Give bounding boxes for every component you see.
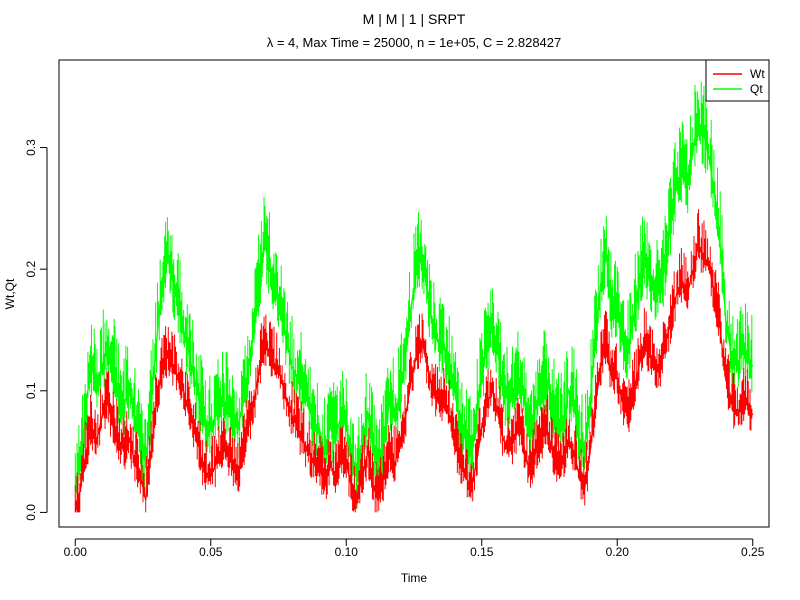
y-tick-label: 0.2 xyxy=(24,261,38,278)
x-tick-label: 0.20 xyxy=(606,545,630,559)
x-tick-label: 0.25 xyxy=(741,545,765,559)
legend: Wt Qt xyxy=(705,59,770,102)
axes-layer: 0.00 0.05 0.10 0.15 0.20 0.25 0.0 0.1 0.2 0.3 xyxy=(24,139,765,559)
plot-box xyxy=(58,59,770,528)
x-tick-label: 0.00 xyxy=(64,545,88,559)
y-tick-label: 0.3 xyxy=(24,139,38,156)
y-tick-label: 0.0 xyxy=(24,504,38,521)
chart-title: M | M | 1 | SRPT xyxy=(363,11,466,27)
series-texture-qt xyxy=(74,81,753,509)
x-axis-label: Time xyxy=(401,571,428,585)
legend-label-qt: Qt xyxy=(750,82,763,96)
legend-box xyxy=(705,59,770,102)
legend-label-wt: Wt xyxy=(750,67,765,81)
x-tick-label: 0.15 xyxy=(470,545,494,559)
series-texture-wt xyxy=(74,209,753,513)
y-axis-label: Wt,Qt xyxy=(3,278,17,309)
chart-subtitle: λ = 4, Max Time = 25000, n = 1e+05, C = … xyxy=(267,35,562,50)
x-tick-label: 0.05 xyxy=(199,545,223,559)
x-tick-label: 0.10 xyxy=(335,545,359,559)
series-qt xyxy=(74,81,754,509)
y-tick-label: 0.1 xyxy=(24,382,38,399)
series-wt xyxy=(74,209,754,513)
series-layer xyxy=(74,81,754,513)
